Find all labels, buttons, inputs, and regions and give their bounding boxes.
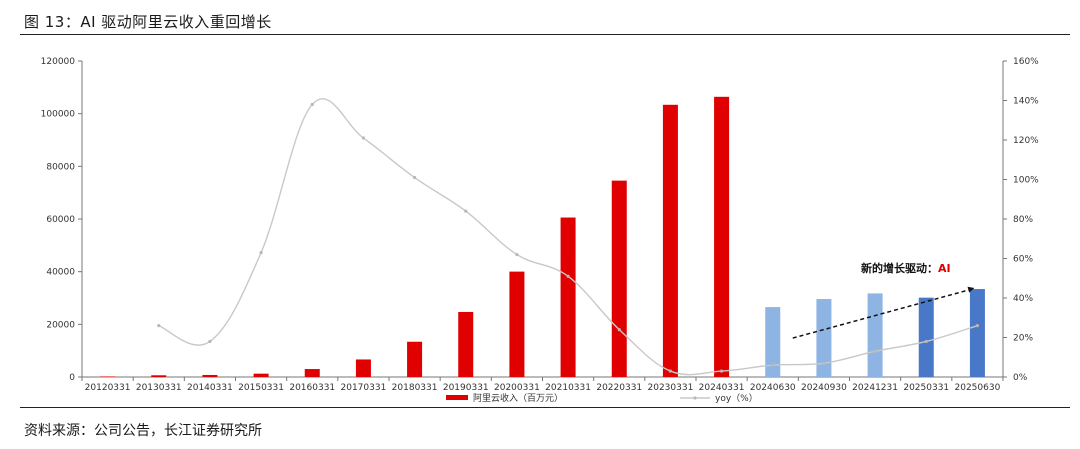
bar [611,180,627,377]
bar [714,96,730,378]
yoy-point [157,324,161,328]
yoy-point [924,339,928,344]
bar [355,359,371,377]
x-axis-tick-label: 20180331 [392,383,438,393]
yoy-point [873,349,877,353]
yoy-point [771,363,775,367]
legend-label-revenue: 阿里云收入（百万元） [473,392,563,404]
bar [918,297,934,377]
x-axis-tick-label: 20241231 [852,383,898,393]
x-axis-tick-label: 20150331 [238,383,284,393]
left-axis-tick-label: 20000 [46,320,75,330]
bar [816,299,832,377]
x-axis-tick-label: 20250331 [903,383,949,393]
bar [969,289,985,377]
right-axis-tick-label: 60% [1013,255,1033,265]
right-axis-tick-label: 100% [1013,176,1039,186]
legend-marker-yoy [693,396,697,400]
bar [765,307,781,377]
yoy-point [310,102,314,107]
x-axis-tick-label: 20210331 [545,383,591,393]
bar [458,311,474,377]
figure-title: 图 13：AI 驱动阿里云收入重回增长 [24,13,272,31]
bar [151,375,167,377]
yoy-point [566,274,570,278]
bar [253,373,269,377]
x-axis-tick-label: 20230331 [648,383,694,393]
x-axis-tick-label: 20120331 [85,383,131,393]
annotation-prefix: 新的增长驱动： [861,261,938,275]
right-axis-tick-label: 40% [1013,294,1033,304]
source-bar: 资料来源：公司公告，长江证券研究所 [20,407,1070,446]
x-axis-tick-label: 20130331 [136,383,182,393]
bar [867,293,883,377]
yoy-point [617,328,621,332]
right-axis-tick-label: 140% [1013,97,1039,107]
trend-arrow [792,289,969,339]
left-axis-tick-label: 120000 [41,57,76,67]
annotation-highlight: AI [938,262,951,275]
figure-title-bar: 图 13：AI 驱动阿里云收入重回增长 [20,8,1070,35]
left-axis-tick-label: 40000 [46,268,75,278]
x-axis-tick-label: 20240930 [801,383,847,393]
trend-arrow-head [967,286,975,293]
x-axis-tick-label: 20140331 [187,383,233,393]
yoy-point [259,250,263,255]
bar [560,217,576,377]
yoy-point [668,369,673,373]
right-axis-tick-label: 80% [1013,215,1033,225]
bar [407,341,423,377]
x-axis-tick-label: 20240630 [750,383,796,393]
yoy-point [822,361,826,365]
right-axis-tick-label: 120% [1013,136,1039,146]
right-axis-tick-label: 160% [1013,57,1039,67]
legend-label-yoy: yoy（%） [715,393,758,404]
right-axis-tick-label: 20% [1013,334,1033,344]
left-axis-tick-label: 80000 [46,162,75,172]
yoy-point [412,175,417,180]
yoy-point [719,369,724,373]
yoy-point [464,209,468,213]
x-axis-tick-label: 20250630 [955,383,1001,393]
x-axis-tick-label: 20190331 [443,383,489,393]
bar [662,104,678,378]
bar [509,271,525,377]
yoy-point [515,252,519,257]
yoy-point [361,136,366,140]
bar [202,374,218,377]
bar [100,376,116,377]
bar [304,369,320,377]
x-axis-tick-label: 20160331 [289,383,335,393]
growth-driver-annotation: 新的增长驱动：AI [861,261,951,275]
x-axis-tick-label: 20240331 [699,383,745,393]
legend-swatch-revenue [446,395,468,400]
left-axis-tick-label: 100000 [41,110,76,120]
right-axis-tick-label: 0% [1013,373,1028,383]
x-axis-tick-label: 20200331 [494,383,540,393]
left-axis-tick-label: 60000 [46,215,75,225]
x-axis-tick-label: 20220331 [596,383,642,393]
yoy-point [208,339,212,344]
x-axis-tick-label: 20170331 [341,383,387,393]
yoy-point [975,324,980,328]
source-note: 资料来源：公司公告，长江证券研究所 [24,423,262,439]
left-axis-tick-label: 0 [69,373,75,383]
